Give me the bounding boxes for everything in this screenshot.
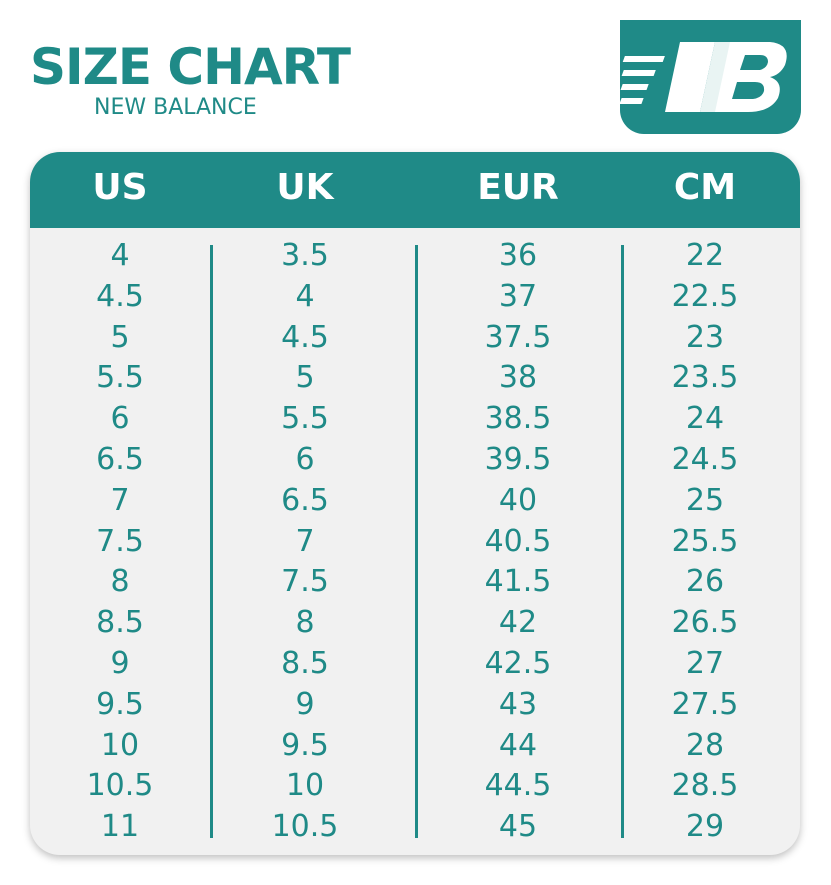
size-cell: 10.5 [86,768,154,804]
size-cell: 41.5 [484,564,552,600]
size-cell: 24.5 [671,442,739,477]
size-cell: 26 [685,564,725,600]
size-cell: 24 [685,401,725,437]
size-cell: 25 [685,482,725,518]
subtitle: NEW BALANCE [94,95,257,120]
size-cell: 27 [685,646,725,681]
size-table: US UK EUR CM 4 3.5 36 22 4.5 4 37 22.5 5 4.5 37.5 23 5.… [30,152,800,855]
size-cell: 38.5 [484,401,552,437]
size-cell: 6.5 [96,442,144,477]
size-cell: 40 [498,482,538,518]
size-cell: 10 [100,727,140,763]
size-cell: 28 [685,727,725,763]
size-cell: 5 [110,319,130,355]
size-cell: 28.5 [671,768,739,804]
size-cell: 37 [498,278,538,314]
size-cell: 4 [110,238,130,273]
column-divider [415,245,418,838]
size-cell: 7.5 [96,523,144,559]
size-cell: 7.5 [281,564,329,600]
size-cell: 26.5 [671,605,739,641]
size-cell: 37.5 [484,319,552,355]
size-cell: 29 [685,809,725,845]
size-cell: 8.5 [96,605,144,641]
size-cell: 45 [498,809,538,845]
size-cell: 8.5 [281,646,329,681]
size-cell: 11 [100,809,140,845]
size-cell: 43 [498,686,538,722]
size-cell: 5.5 [281,401,329,437]
size-cell: 7 [110,482,130,518]
size-cell: 22 [685,238,725,273]
size-cell: 9.5 [96,686,144,722]
size-cell: 27.5 [671,686,739,722]
size-cell: 39.5 [484,442,552,477]
column-divider [210,245,213,838]
size-cell: 4.5 [281,319,329,355]
column-header: EUR [477,167,559,208]
size-cell: 9 [110,646,130,681]
size-cell: 44.5 [484,768,552,804]
table-header: US UK EUR CM [30,152,800,228]
brand-logo [619,20,801,134]
size-cell: 6.5 [281,482,329,518]
size-cell: 4.5 [96,278,144,314]
size-cell: 23.5 [671,360,739,396]
size-cell: 42.5 [484,646,552,681]
size-cell: 38 [498,360,538,396]
size-cell: 23 [685,319,725,355]
size-cell: 25.5 [671,523,739,559]
size-cell: 8 [110,564,130,600]
size-cell: 10 [285,768,325,804]
size-cell: 5 [295,360,315,396]
size-cell: 40.5 [484,523,552,559]
size-cell: 5.5 [96,360,144,396]
column-header: US [92,167,148,208]
size-cell: 22.5 [671,278,739,314]
title: SIZE CHART [30,38,351,96]
size-cell: 3.5 [281,238,329,273]
size-cell: 6 [110,401,130,437]
size-cell: 36 [498,238,538,273]
size-cell: 7 [295,523,315,559]
column-header: UK [276,167,334,208]
size-cell: 4 [295,278,315,314]
logo-graphic [619,42,787,112]
size-cell: 9.5 [281,727,329,763]
size-cell: 42 [498,605,538,641]
size-cell: 10.5 [271,809,339,845]
size-cell: 44 [498,727,538,763]
column-divider [621,245,624,838]
size-cell: 9 [295,686,315,722]
size-cell: 8 [295,605,315,641]
column-header: CM [673,167,737,208]
size-cell: 6 [295,442,315,477]
